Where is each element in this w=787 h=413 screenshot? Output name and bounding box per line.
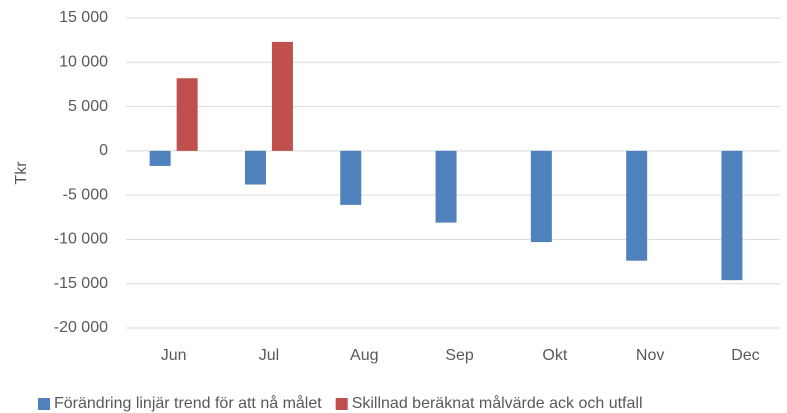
bar	[435, 150, 457, 223]
y-tick-label: -15 000	[54, 275, 108, 292]
y-tick-label: 15 000	[59, 9, 108, 26]
bar	[176, 78, 198, 151]
bar	[271, 41, 293, 151]
y-tick-label: -10 000	[54, 231, 108, 248]
x-tick-label: Okt	[542, 347, 567, 364]
y-tick-label: 10 000	[59, 54, 108, 71]
bar	[530, 150, 552, 243]
x-tick-label: Dec	[731, 347, 759, 364]
y-axis-label: Tkr	[13, 161, 30, 185]
bar	[149, 150, 171, 166]
x-tick-label: Nov	[636, 347, 664, 364]
x-tick-label: Jul	[259, 347, 279, 364]
legend-swatch	[335, 398, 348, 410]
y-tick-label: -5 000	[63, 186, 108, 203]
bar	[340, 150, 362, 205]
x-tick-label: Aug	[350, 347, 378, 364]
y-tick-label: -20 000	[54, 319, 108, 336]
legend-swatch	[38, 398, 50, 410]
x-tick-label: Jun	[161, 347, 187, 364]
y-tick-label: 0	[99, 142, 108, 159]
x-tick-label: Sep	[445, 347, 474, 364]
bar	[626, 150, 648, 261]
y-tick-label: 5 000	[68, 98, 108, 115]
bar	[244, 150, 266, 185]
bar	[721, 150, 743, 281]
legend-label: Förändring linjär trend för att nå målet	[54, 394, 322, 412]
legend-label: Skillnad beräknat målvärde ack och utfal…	[352, 394, 643, 412]
